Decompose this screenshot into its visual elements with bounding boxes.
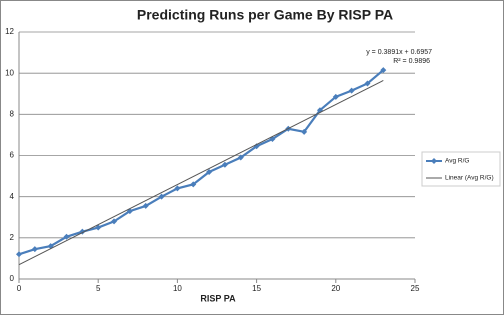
legend-box: [421, 151, 501, 187]
point: [332, 93, 339, 100]
x-tick-label: 25: [411, 284, 420, 293]
point: [31, 246, 38, 253]
point: [380, 67, 387, 74]
point: [16, 251, 22, 258]
x-tick-label: 10: [173, 284, 182, 293]
series-line: [18, 69, 385, 256]
point: [253, 143, 260, 150]
x-tick-label: 5: [96, 284, 101, 293]
point: [174, 185, 181, 192]
point: [142, 202, 149, 209]
y-tick-label: 10: [5, 68, 14, 77]
y-tick-label: 0: [10, 274, 15, 283]
point: [221, 161, 228, 168]
point: [348, 87, 355, 94]
point: [237, 154, 244, 161]
y-tick-label: 12: [5, 27, 14, 36]
y-tick-label: 6: [10, 151, 15, 160]
x-tick-label: 0: [17, 284, 22, 293]
point: [301, 128, 308, 135]
y-tick-label: 4: [10, 192, 15, 201]
point: [63, 233, 70, 240]
legend-marker: [431, 158, 437, 164]
legend-label: Linear (Avg R/G): [445, 175, 494, 182]
point: [190, 181, 197, 188]
point: [364, 80, 371, 87]
trend-equation: y = 0.3891x + 0.6957: [366, 49, 432, 56]
point: [111, 218, 118, 225]
x-tick-label: 15: [252, 284, 261, 293]
trend-line: [18, 80, 384, 266]
chart-title: Predicting Runs per Game By RISP PA: [137, 7, 393, 23]
x-axis-label: RISP PA: [200, 293, 236, 303]
x-tick-label: 20: [331, 284, 340, 293]
y-tick-label: 8: [10, 109, 15, 118]
point: [95, 224, 102, 231]
point: [158, 193, 165, 200]
point: [206, 168, 213, 175]
y-tick-label: 2: [10, 233, 15, 242]
legend-label: Avg R/G: [445, 158, 469, 165]
r-squared: R² = 0.9896: [393, 58, 430, 65]
